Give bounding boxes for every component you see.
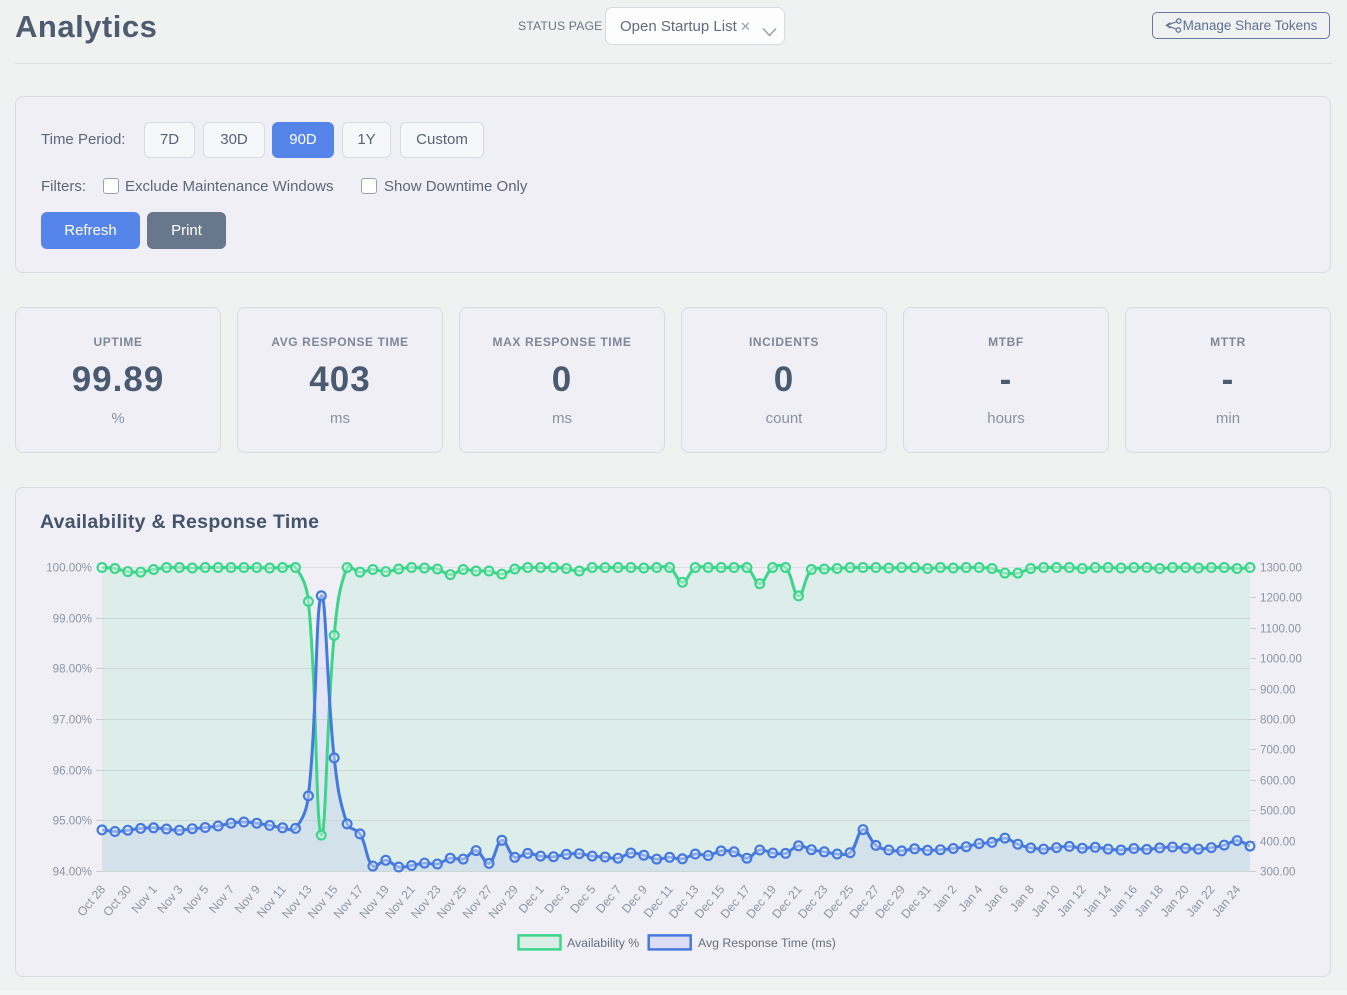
svg-text:1000.00: 1000.00 [1260, 653, 1302, 666]
svg-text:98.00%: 98.00% [53, 663, 92, 676]
svg-text:Jan 24: Jan 24 [1209, 882, 1243, 919]
svg-text:Dec 1: Dec 1 [516, 882, 547, 916]
svg-text:700.00: 700.00 [1260, 744, 1295, 757]
svg-text:94.00%: 94.00% [53, 866, 92, 879]
svg-text:Nov 1: Nov 1 [129, 882, 160, 916]
svg-text:Jan 4: Jan 4 [956, 882, 986, 914]
svg-text:800.00: 800.00 [1260, 714, 1295, 727]
svg-text:400.00: 400.00 [1260, 836, 1295, 849]
svg-text:300.00: 300.00 [1260, 866, 1295, 879]
svg-text:Nov 7: Nov 7 [206, 882, 237, 916]
svg-text:Dec 7: Dec 7 [593, 882, 624, 916]
svg-text:500.00: 500.00 [1260, 805, 1295, 818]
svg-text:Jan 6: Jan 6 [981, 882, 1011, 914]
svg-text:99.00%: 99.00% [53, 613, 92, 626]
svg-text:900.00: 900.00 [1260, 684, 1295, 697]
svg-text:Oct 30: Oct 30 [100, 882, 134, 919]
svg-text:1200.00: 1200.00 [1260, 592, 1302, 605]
svg-text:95.00%: 95.00% [53, 815, 92, 828]
svg-text:1300.00: 1300.00 [1260, 562, 1302, 575]
svg-text:Nov 3: Nov 3 [155, 882, 186, 916]
svg-text:96.00%: 96.00% [53, 765, 92, 778]
svg-text:100.00%: 100.00% [46, 562, 92, 575]
svg-text:600.00: 600.00 [1260, 775, 1295, 788]
svg-text:1100.00: 1100.00 [1260, 623, 1301, 636]
svg-text:Availability %: Availability % [567, 936, 639, 950]
svg-text:Dec 5: Dec 5 [567, 882, 598, 916]
svg-text:Jan 2: Jan 2 [930, 882, 960, 914]
svg-text:Avg Response Time (ms): Avg Response Time (ms) [698, 936, 836, 950]
svg-text:Dec 3: Dec 3 [542, 882, 573, 916]
svg-text:97.00%: 97.00% [53, 714, 92, 727]
svg-text:Nov 5: Nov 5 [180, 882, 211, 916]
